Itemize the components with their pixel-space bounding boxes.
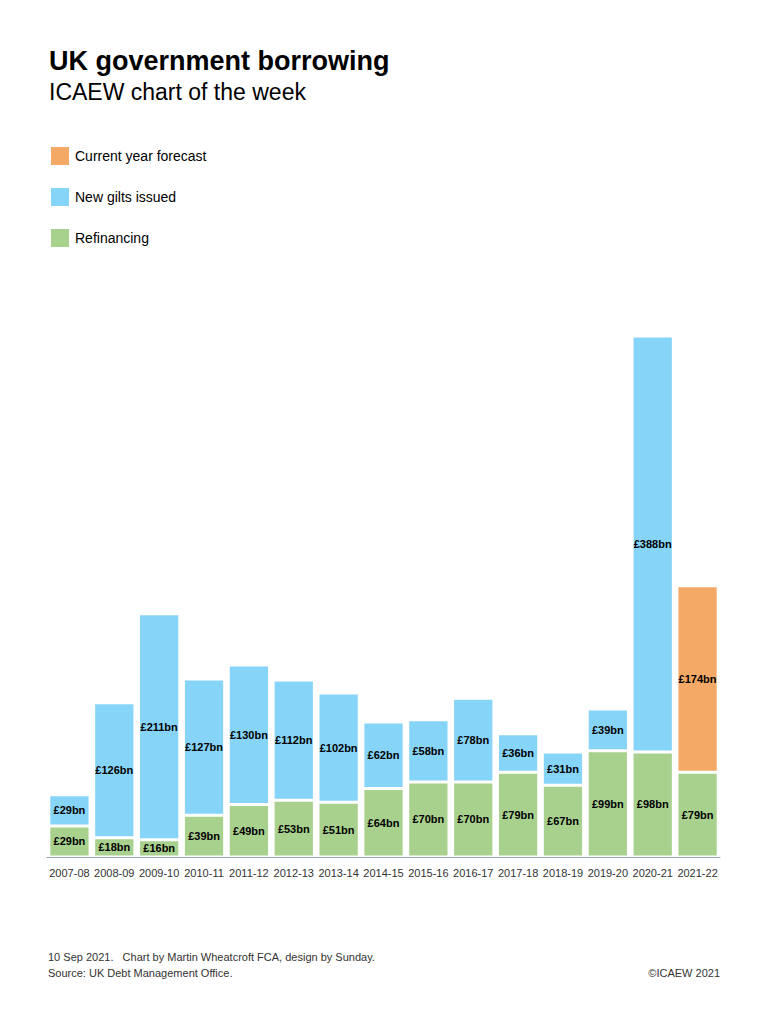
svg-text:£29bn: £29bn bbox=[54, 835, 86, 847]
svg-text:2018-19: 2018-19 bbox=[543, 867, 583, 879]
svg-text:£29bn: £29bn bbox=[54, 804, 86, 816]
svg-text:2007-08: 2007-08 bbox=[49, 867, 89, 879]
svg-text:2010-11: 2010-11 bbox=[184, 867, 224, 879]
svg-text:£78bn: £78bn bbox=[457, 734, 489, 746]
svg-text:New gilts issued: New gilts issued bbox=[75, 189, 176, 205]
svg-text:2014-15: 2014-15 bbox=[363, 867, 403, 879]
svg-text:£126bn: £126bn bbox=[95, 764, 133, 776]
svg-text:£31bn: £31bn bbox=[547, 763, 579, 775]
svg-text:2016-17: 2016-17 bbox=[453, 867, 493, 879]
svg-text:£174bn: £174bn bbox=[679, 673, 717, 685]
svg-text:£70bn: £70bn bbox=[412, 813, 444, 825]
svg-text:£98bn: £98bn bbox=[637, 798, 669, 810]
svg-text:2009-10: 2009-10 bbox=[139, 867, 179, 879]
svg-text:£39bn: £39bn bbox=[188, 830, 220, 842]
svg-text:£49bn: £49bn bbox=[233, 825, 265, 837]
svg-text:£79bn: £79bn bbox=[682, 809, 714, 821]
svg-text:£70bn: £70bn bbox=[457, 813, 489, 825]
svg-text:£51bn: £51bn bbox=[323, 824, 355, 836]
svg-text:10 Sep 2021. Chart by Martin: 10 Sep 2021. Chart by Martin Wheatcroft … bbox=[48, 951, 375, 963]
svg-text:2012-13: 2012-13 bbox=[274, 867, 314, 879]
svg-text:©ICAEW 2021: ©ICAEW 2021 bbox=[648, 967, 720, 979]
svg-text:£36bn: £36bn bbox=[502, 747, 534, 759]
svg-text:£79bn: £79bn bbox=[502, 809, 534, 821]
svg-text:£53bn: £53bn bbox=[278, 823, 310, 835]
svg-text:ICAEW chart of the week: ICAEW chart of the week bbox=[49, 79, 306, 105]
svg-text:Refinancing: Refinancing bbox=[75, 230, 149, 246]
svg-text:£388bn: £388bn bbox=[634, 538, 672, 550]
svg-text:£62bn: £62bn bbox=[368, 749, 400, 761]
svg-text:£112bn: £112bn bbox=[275, 734, 313, 746]
svg-text:£16bn: £16bn bbox=[143, 842, 175, 854]
svg-text:2021-22: 2021-22 bbox=[677, 867, 717, 879]
svg-text:£58bn: £58bn bbox=[412, 745, 444, 757]
svg-text:£211bn: £211bn bbox=[141, 721, 179, 733]
svg-text:2019-20: 2019-20 bbox=[588, 867, 628, 879]
svg-text:Source: UK Debt Management Off: Source: UK Debt Management Office. bbox=[48, 967, 232, 979]
svg-text:£18bn: £18bn bbox=[98, 841, 130, 853]
svg-text:£99bn: £99bn bbox=[592, 798, 624, 810]
svg-text:£39bn: £39bn bbox=[592, 724, 624, 736]
svg-text:2008-09: 2008-09 bbox=[94, 867, 134, 879]
svg-text:£127bn: £127bn bbox=[185, 741, 223, 753]
svg-text:2011-12: 2011-12 bbox=[229, 867, 269, 879]
svg-text:2020-21: 2020-21 bbox=[633, 867, 673, 879]
svg-text:2013-14: 2013-14 bbox=[318, 867, 358, 879]
svg-text:£102bn: £102bn bbox=[320, 742, 358, 754]
svg-text:£64bn: £64bn bbox=[368, 817, 400, 829]
svg-text:£130bn: £130bn bbox=[230, 729, 268, 741]
svg-text:Current year forecast: Current year forecast bbox=[75, 148, 207, 164]
svg-text:UK government borrowing: UK government borrowing bbox=[49, 46, 390, 76]
svg-text:£67bn: £67bn bbox=[547, 815, 579, 827]
svg-text:2015-16: 2015-16 bbox=[408, 867, 448, 879]
svg-text:2017-18: 2017-18 bbox=[498, 867, 538, 879]
